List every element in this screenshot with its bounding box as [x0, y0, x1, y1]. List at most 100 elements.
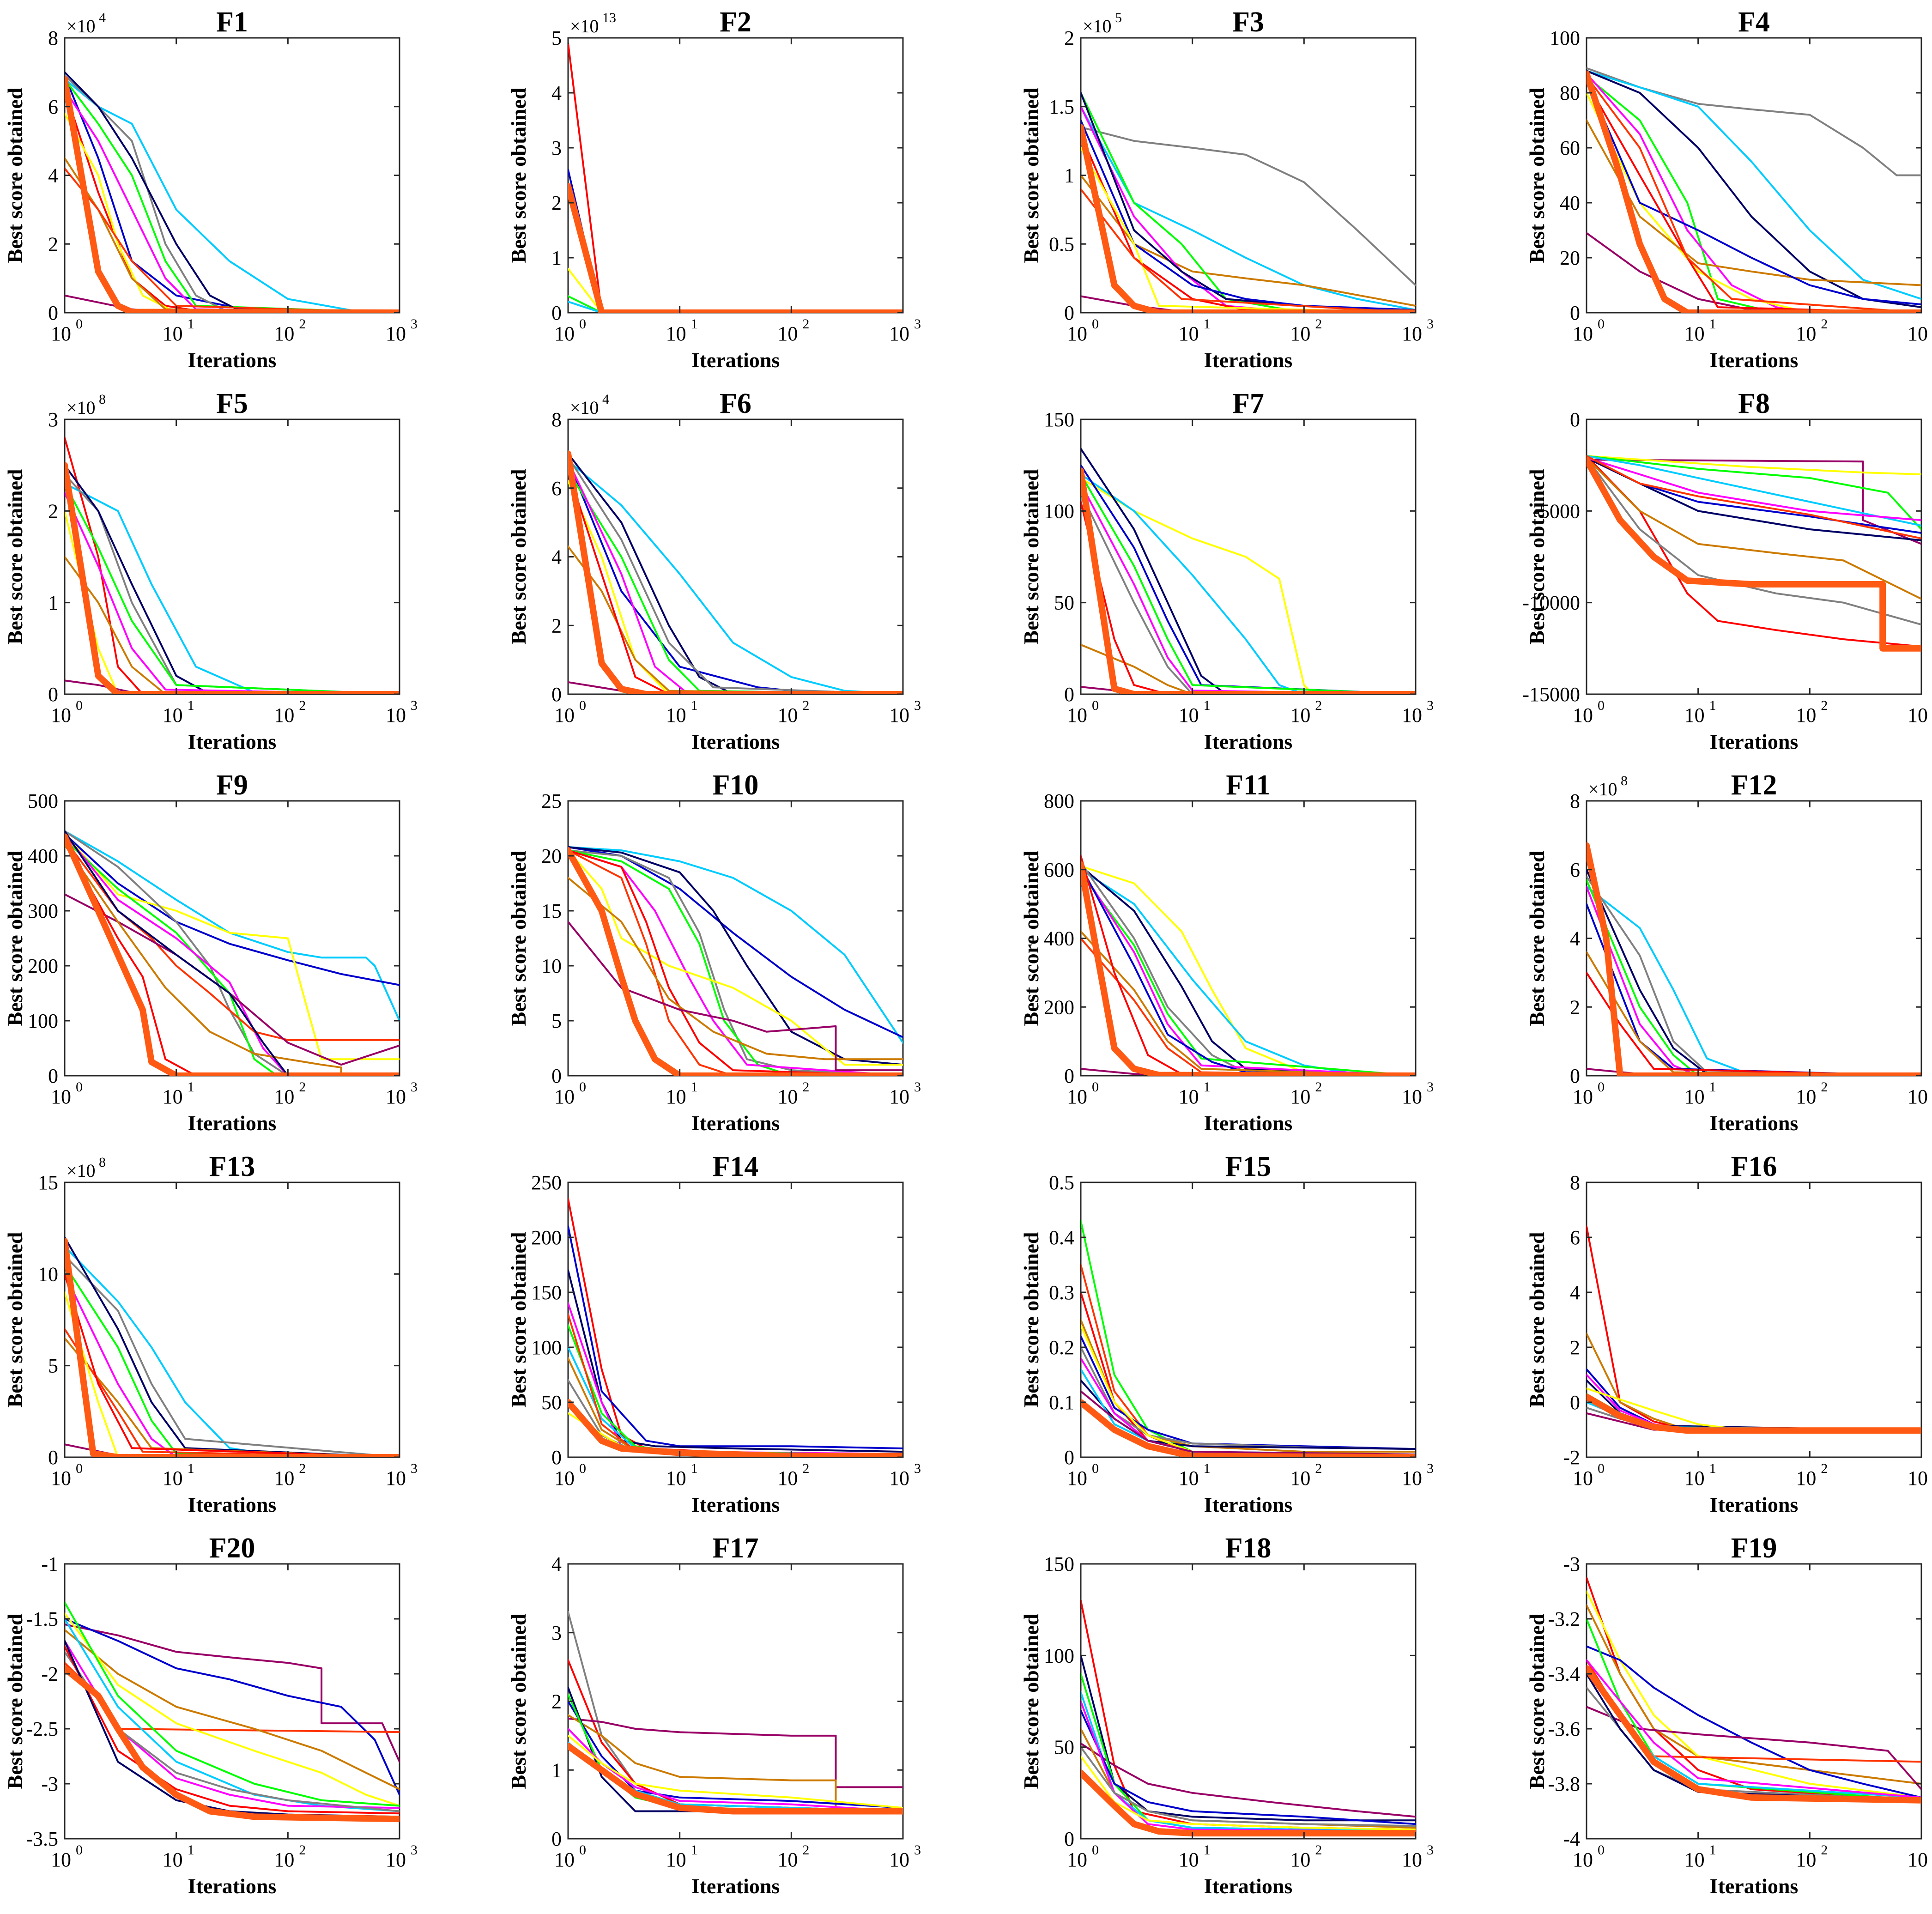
- x-tick-label: 10: [1908, 704, 1928, 727]
- series-line-ours: [65, 462, 400, 694]
- x-tick-exponent: 0: [76, 1842, 83, 1858]
- chart-title: F15: [1225, 1151, 1272, 1182]
- series-line-c7: [65, 1291, 400, 1457]
- series-line-c6: [65, 71, 400, 313]
- series-line-c0: [568, 470, 903, 694]
- series-line-c8: [1587, 119, 1921, 286]
- x-tick-label: 10: [1179, 322, 1199, 345]
- series-group: [1587, 455, 1921, 652]
- x-tick-label: 10: [1179, 1848, 1199, 1871]
- series-line-c2: [1081, 868, 1416, 1076]
- series-line-ours: [568, 847, 903, 1076]
- y-tick-label: 50: [1054, 1736, 1074, 1759]
- y-tick-label: 0: [551, 1446, 562, 1469]
- series-line-ours: [65, 76, 400, 313]
- x-tick-exponent: 1: [1709, 1842, 1716, 1858]
- series-line-ours: [65, 1665, 400, 1823]
- x-tick-label: 10: [889, 1848, 909, 1871]
- series-line-c9: [65, 1623, 400, 1763]
- x-tick-label: 10: [777, 1848, 798, 1871]
- plot-frame: [64, 1563, 400, 1840]
- x-tick-exponent: 2: [299, 1079, 306, 1095]
- x-tick-exponent: 3: [914, 1079, 921, 1095]
- x-tick-exponent: 3: [914, 1842, 921, 1858]
- y-tick-label: 6: [1570, 859, 1580, 881]
- series-line-c5: [1587, 879, 1921, 1076]
- y-tick-label: 2: [48, 233, 58, 255]
- series-line-ours: [1587, 70, 1921, 313]
- x-tick-label: 10: [386, 1848, 406, 1871]
- series-line-c2: [65, 482, 400, 694]
- x-tick-exponent: 2: [1821, 316, 1828, 332]
- x-tick-exponent: 0: [1598, 316, 1605, 332]
- y-tick-label: 0: [1570, 1065, 1580, 1087]
- plot-frame: [567, 418, 904, 695]
- series-line-c4: [65, 491, 400, 694]
- series-line-c7: [1081, 477, 1416, 694]
- x-tick-exponent: 2: [1821, 1079, 1828, 1095]
- series-line-c8: [65, 1629, 400, 1790]
- y-axis-label: Best score obtained: [3, 87, 27, 263]
- y-tick-label: 0: [48, 1446, 58, 1469]
- chart-title: F11: [1226, 769, 1270, 801]
- x-tick-exponent: 2: [1315, 698, 1322, 713]
- series-line-c0: [65, 88, 400, 313]
- x-tick-label: 10: [1684, 704, 1705, 727]
- y-tick-label: 8: [48, 27, 58, 49]
- x-tick-label: 10: [1402, 704, 1422, 727]
- x-tick-label: 10: [1796, 704, 1816, 727]
- y-tick-label: 600: [1044, 859, 1074, 881]
- x-tick-label: 10: [163, 322, 183, 345]
- x-tick-label: 10: [1402, 1467, 1422, 1490]
- series-line-c7: [1587, 92, 1921, 313]
- y-tick-label: 150: [531, 1281, 562, 1304]
- x-tick-exponent: 0: [579, 1461, 586, 1476]
- x-axis-label: Iterations: [1204, 1874, 1293, 1898]
- series-line-c6: [1081, 92, 1416, 313]
- x-axis-label: Iterations: [1204, 1111, 1293, 1135]
- x-tick-exponent: 3: [1427, 316, 1434, 332]
- y-tick-label: 3: [48, 408, 58, 431]
- plot-frame: [1080, 800, 1417, 1077]
- x-tick-exponent: 2: [802, 1079, 809, 1095]
- series-line-c1: [1081, 865, 1416, 1076]
- x-tick-label: 10: [777, 704, 798, 727]
- y-tick-label: 50: [541, 1391, 562, 1414]
- y-tick-label: 0: [1064, 1065, 1074, 1087]
- y-tick-label: 0: [1064, 1828, 1074, 1850]
- y-tick-label: 200: [28, 955, 58, 977]
- x-tick-label: 10: [163, 1467, 183, 1490]
- series-group: [568, 42, 903, 313]
- y-axis-label: Best score obtained: [1525, 1613, 1549, 1789]
- y-tick-label: 2: [551, 1690, 562, 1713]
- series-line-c4: [1587, 1659, 1921, 1799]
- x-axis-label: Iterations: [1710, 730, 1799, 753]
- y-axis-label: Best score obtained: [3, 1613, 27, 1789]
- x-tick-exponent: 1: [691, 1079, 698, 1095]
- x-tick-exponent: 2: [802, 1842, 809, 1858]
- y-axis-label: Best score obtained: [3, 1232, 27, 1407]
- series-line-c2: [1587, 455, 1921, 527]
- y-tick-label: 0.4: [1049, 1226, 1074, 1249]
- x-tick-exponent: 0: [1092, 698, 1099, 713]
- x-tick-exponent: 2: [1315, 316, 1322, 332]
- series-line-ours: [1587, 1665, 1921, 1804]
- series-line-c1: [65, 1618, 400, 1796]
- chart-title: F2: [720, 6, 751, 38]
- x-tick-label: 10: [1573, 704, 1593, 727]
- series-group: [568, 846, 903, 1076]
- x-tick-exponent: 1: [691, 698, 698, 713]
- series-line-ours: [1587, 842, 1921, 1076]
- x-tick-label: 10: [1684, 1848, 1705, 1871]
- series-line-c4: [1587, 457, 1921, 521]
- chart-f4: 020406080100100101102103F4IterationsBest…: [1525, 6, 1928, 372]
- x-tick-exponent: 1: [1204, 698, 1211, 713]
- y-tick-label: -3.2: [1548, 1608, 1580, 1630]
- chart-title: F16: [1731, 1151, 1777, 1182]
- series-line-c2: [1587, 70, 1921, 300]
